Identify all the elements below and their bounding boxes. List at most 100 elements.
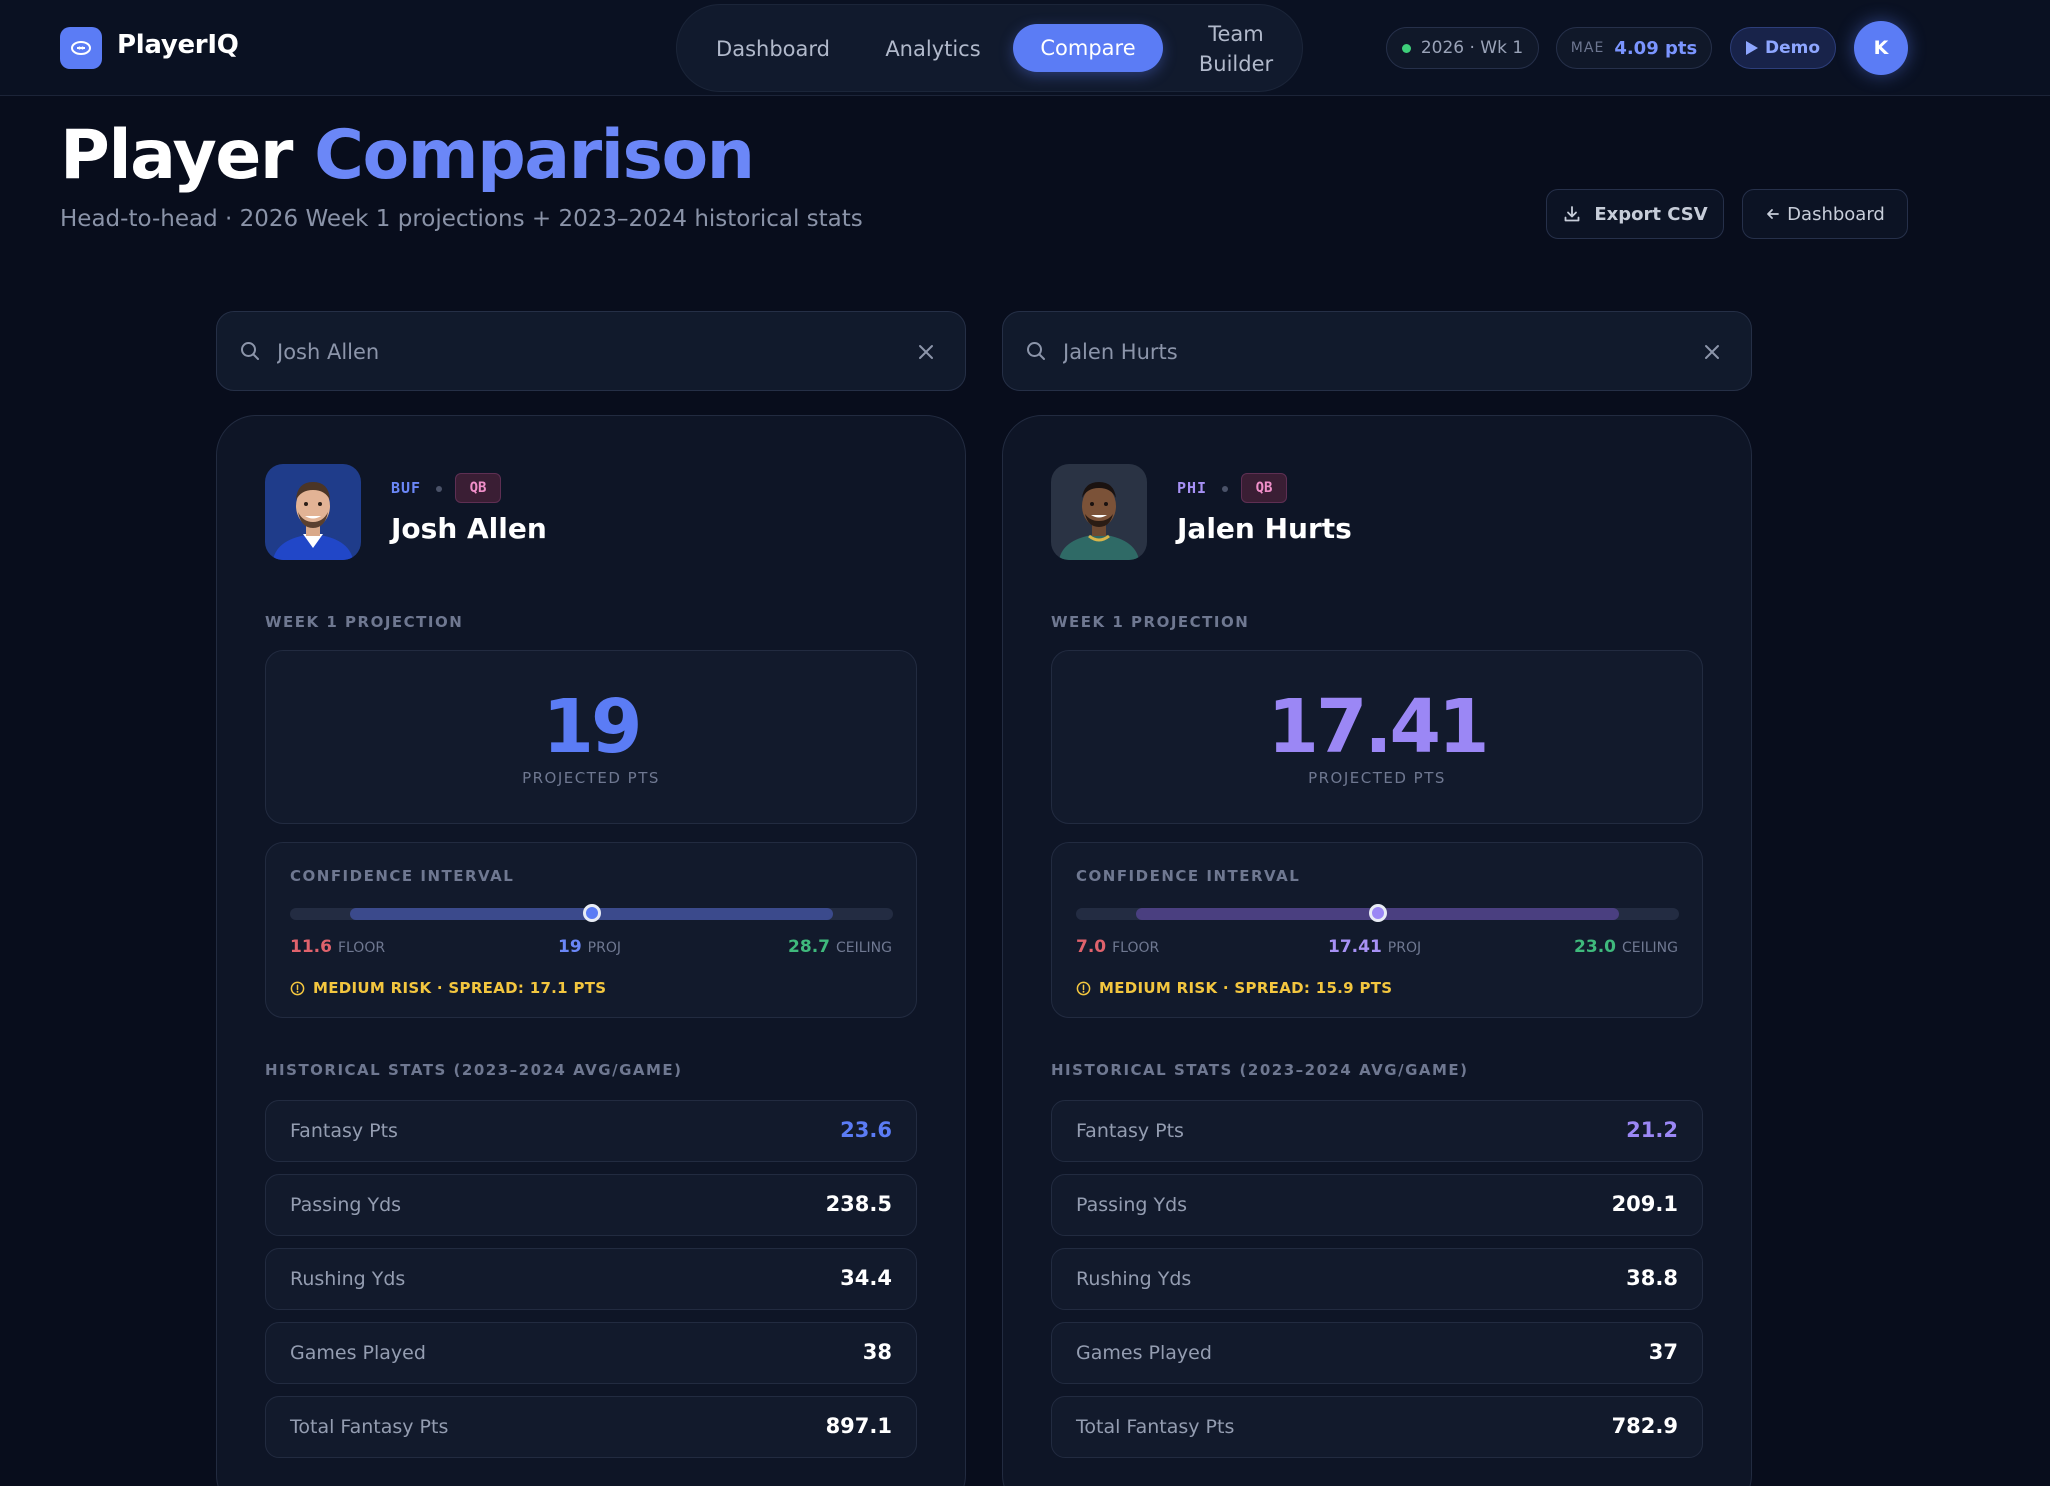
mae-value: 4.09 pts (1614, 37, 1698, 59)
week-projection-label: WEEK 1 PROJECTION (1051, 613, 1250, 631)
week-projection-label: WEEK 1 PROJECTION (265, 613, 464, 631)
export-csv-button[interactable]: Export CSV (1546, 189, 1724, 239)
player1-floor-value: 11.6 (290, 937, 332, 957)
nav-analytics[interactable]: Analytics (885, 37, 981, 61)
stat-row: Passing Yds 209.1 (1051, 1174, 1703, 1236)
back-to-dashboard-button[interactable]: Dashboard (1742, 189, 1908, 239)
stat-value: 782.9 (1611, 1414, 1678, 1438)
historical-stats-label: HISTORICAL STATS (2023–2024 AVG/GAME) (1051, 1061, 1469, 1079)
stat-label: Rushing Yds (1076, 1268, 1192, 1290)
floor-label: FLOOR (1112, 940, 1160, 956)
player1-search (216, 311, 966, 391)
demo-label: Demo (1764, 38, 1821, 58)
stat-label: Fantasy Pts (1076, 1120, 1184, 1142)
search-icon (1027, 342, 1045, 360)
download-icon (1564, 206, 1580, 222)
stat-label: Games Played (290, 1342, 426, 1364)
back-to-dashboard-label: Dashboard (1787, 203, 1885, 225)
separator-dot (436, 486, 442, 492)
player1-position-badge: QB (455, 473, 501, 503)
player2-projection-box: 17.41 PROJECTED PTS (1051, 650, 1703, 824)
alert-icon (290, 981, 305, 995)
player-photo-icon (1051, 464, 1147, 560)
page-title-word1: Player (60, 116, 293, 195)
top-bar: PlayerIQ Dashboard Analytics Compare Tea… (0, 0, 2050, 96)
player1-ci-marker (582, 904, 601, 922)
user-avatar[interactable]: K (1854, 21, 1908, 75)
football-icon (71, 41, 91, 55)
stat-value: 34.4 (840, 1266, 892, 1290)
app-logo[interactable] (60, 27, 102, 69)
player1-team: BUF (391, 479, 422, 497)
main-nav: Dashboard Analytics Compare Team Builder (676, 4, 1303, 92)
clear-icon[interactable] (1703, 343, 1721, 361)
ceiling-label: CEILING (836, 940, 892, 956)
stat-label: Games Played (1076, 1342, 1212, 1364)
player-photo-icon (265, 464, 361, 560)
player1-headshot (265, 464, 361, 560)
player2-search (1002, 311, 1752, 391)
separator-dot (1222, 486, 1228, 492)
stat-value: 23.6 (840, 1118, 892, 1142)
brand-name[interactable]: PlayerIQ (117, 30, 239, 60)
player2-ci-marker (1368, 904, 1387, 922)
player2-search-input[interactable] (1063, 332, 1663, 372)
player2-floor-value: 7.0 (1076, 937, 1107, 957)
play-icon (1745, 41, 1758, 55)
player2-position-badge: QB (1241, 473, 1287, 503)
stat-row: Rushing Yds 38.8 (1051, 1248, 1703, 1310)
search-icon (241, 342, 259, 360)
player2-floor: 7.0 FLOOR (1076, 937, 1159, 957)
stat-label: Total Fantasy Pts (1076, 1416, 1235, 1438)
player2-headshot (1051, 464, 1147, 560)
stat-row: Fantasy Pts 21.2 (1051, 1100, 1703, 1162)
stat-value: 21.2 (1626, 1118, 1678, 1142)
player1-ci-track (290, 904, 893, 922)
player2-card: PHI QB Jalen Hurts WEEK 1 PROJECTION 17.… (1002, 415, 1752, 1486)
stat-value: 897.1 (825, 1414, 892, 1438)
demo-button[interactable]: Demo (1730, 27, 1836, 69)
nav-team-builder-line1: Team (1208, 22, 1264, 46)
stat-value: 37 (1648, 1340, 1678, 1364)
page-subtitle: Head-to-head · 2026 Week 1 projections +… (60, 206, 863, 232)
player2-ci-track (1076, 904, 1679, 922)
stat-row: Games Played 37 (1051, 1322, 1703, 1384)
player2-ceiling: 23.0 CEILING (1574, 937, 1678, 957)
nav-team-builder[interactable]: Team Builder (1181, 19, 1291, 79)
nav-dashboard[interactable]: Dashboard (716, 37, 830, 61)
player1-proj-value: 19 (558, 937, 582, 957)
stat-value: 209.1 (1611, 1192, 1678, 1216)
clear-icon[interactable] (917, 343, 935, 361)
stat-value: 238.5 (825, 1192, 892, 1216)
export-csv-label: Export CSV (1594, 203, 1708, 225)
projected-pts-label: PROJECTED PTS (522, 769, 660, 787)
confidence-interval-label: CONFIDENCE INTERVAL (290, 867, 515, 885)
player2-proj: 17.41 PROJ (1328, 937, 1421, 957)
ceiling-label: CEILING (1622, 940, 1678, 956)
player1-name: Josh Allen (391, 512, 547, 545)
stat-label: Passing Yds (1076, 1194, 1188, 1216)
floor-label: FLOOR (337, 940, 386, 956)
player1-search-input[interactable] (277, 332, 877, 372)
player1-confidence-interval: CONFIDENCE INTERVAL 11.6 FLOOR 19 PROJ 28.… (265, 842, 917, 1018)
player1-projection-box: 19 PROJECTED PTS (265, 650, 917, 824)
player2-projection-value: 17.41 (1267, 684, 1489, 770)
stat-row: Games Played 38 (265, 1322, 917, 1384)
nav-compare[interactable]: Compare (1013, 24, 1163, 72)
player1-ceiling: 28.7 CEILING (788, 937, 892, 957)
mae-pill: MAE 4.09 pts (1556, 27, 1712, 69)
stat-label: Passing Yds (290, 1194, 402, 1216)
nav-team-builder-line2: Builder (1198, 52, 1274, 76)
player2-team: PHI (1177, 479, 1208, 497)
alert-icon (1076, 981, 1091, 995)
player1-projection-value: 19 (542, 684, 643, 770)
player2-risk-text: MEDIUM RISK · SPREAD: 15.9 PTS (1099, 979, 1393, 997)
proj-label: PROJ (587, 940, 621, 956)
stat-row: Total Fantasy Pts 782.9 (1051, 1396, 1703, 1458)
player2-ceiling-value: 23.0 (1574, 937, 1616, 957)
stat-label: Total Fantasy Pts (290, 1416, 449, 1438)
player2-confidence-interval: CONFIDENCE INTERVAL 7.0 FLOOR 17.41 PROJ 2… (1051, 842, 1703, 1018)
mae-label: MAE (1570, 40, 1605, 56)
stat-label: Fantasy Pts (290, 1120, 398, 1142)
week-status-text: 2026 · Wk 1 (1420, 38, 1524, 58)
